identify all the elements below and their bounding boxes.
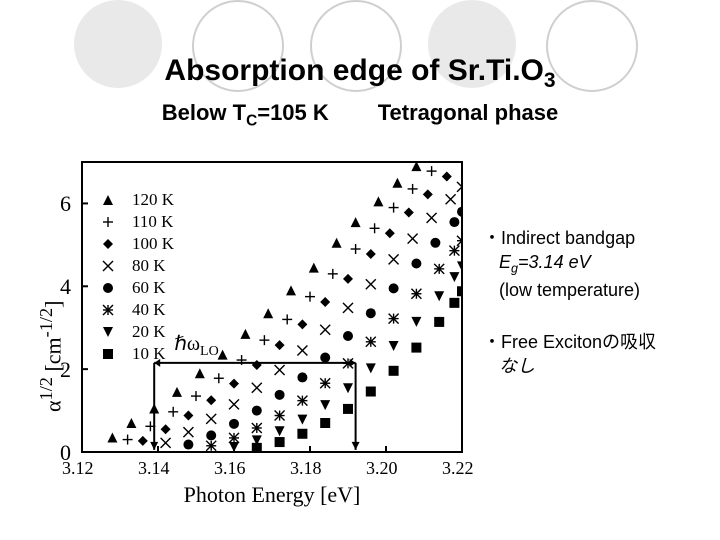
ytick-label: 4 xyxy=(60,274,71,300)
legend-item: 20 K xyxy=(132,322,166,342)
xtick-label: 3.18 xyxy=(290,458,322,479)
bullet-item: ・Free Excitonの吸収なし xyxy=(483,330,656,379)
xaxis-label: Photon Energy [eV] xyxy=(82,482,462,508)
legend-item: 10 K xyxy=(132,344,166,364)
xtick-label: 3.16 xyxy=(214,458,246,479)
bullet-item: ・Indirect bandgapEg=3.14 eV(low temperat… xyxy=(483,226,656,302)
phonon-label: ℏωLO xyxy=(174,331,219,360)
legend-item: 60 K xyxy=(132,278,166,298)
xtick-label: 3.20 xyxy=(366,458,398,479)
xtick-label: 3.22 xyxy=(442,458,474,479)
legend-item: 120 K xyxy=(132,190,174,210)
legend-item: 100 K xyxy=(132,234,174,254)
legend-item: 80 K xyxy=(132,256,166,276)
legend-item: 40 K xyxy=(132,300,166,320)
yaxis-label: α1/2 [cm-1/2] xyxy=(36,300,66,412)
xtick-label: 3.14 xyxy=(138,458,170,479)
legend-item: 110 K xyxy=(132,212,173,232)
ytick-label: 6 xyxy=(60,191,71,217)
annotation-bullets: ・Indirect bandgapEg=3.14 eV(low temperat… xyxy=(483,226,656,407)
ytick-label: 0 xyxy=(60,440,71,466)
